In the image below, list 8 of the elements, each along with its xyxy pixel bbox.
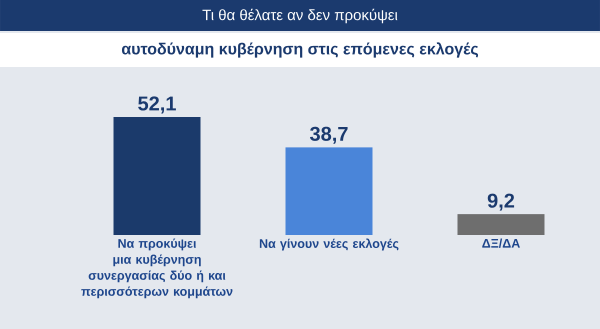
chart-subtitle: αυτοδύναμη κυβέρνηση στις επόμενες εκλογές bbox=[122, 42, 478, 58]
data-label: 52,1 bbox=[138, 96, 176, 114]
chart-title: Τι θα θέλατε αν δεν προκύψει bbox=[202, 8, 398, 24]
data-label: 38,7 bbox=[310, 126, 348, 144]
x-tick-label: ΔΞ/ΔΑ bbox=[482, 238, 520, 248]
data-label: 9,2 bbox=[488, 194, 514, 211]
x-tick-label: Να γίνουν νέες εκλογές bbox=[260, 238, 398, 250]
x-tick-label: Να προκύψει μια κυβέρνηση συνεργασίας δύο ή και περισσότερων κομμάτων bbox=[81, 238, 232, 298]
